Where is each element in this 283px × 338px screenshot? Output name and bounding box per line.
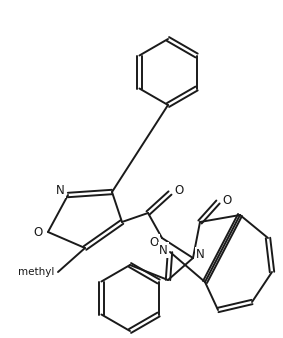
Text: O: O [174,185,183,197]
Text: N: N [56,184,65,196]
Text: O: O [34,225,43,239]
Text: O: O [150,236,159,248]
Text: O: O [222,193,231,207]
Text: methyl: methyl [18,267,54,277]
Text: N: N [196,248,205,262]
Text: N: N [159,243,168,257]
